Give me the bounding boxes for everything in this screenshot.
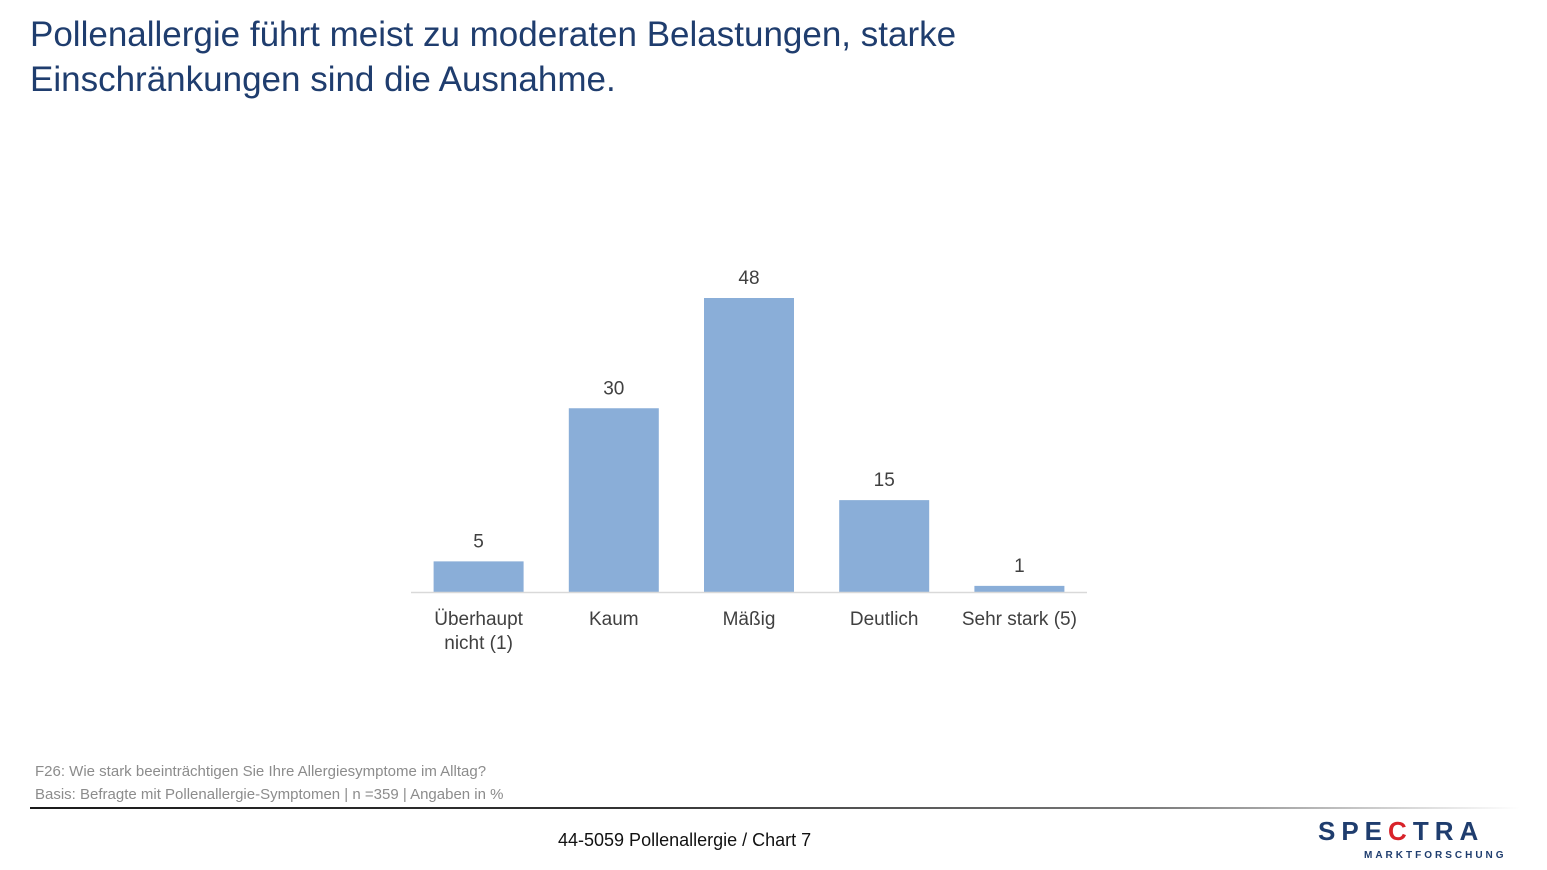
data-label-3: 48 [738, 268, 759, 289]
category-label-2-line-1: Kaum [589, 609, 639, 630]
footer-divider [30, 807, 1520, 809]
page-title: Pollenallergie führt meist zu moderaten … [30, 12, 1130, 102]
bar-5 [974, 585, 1065, 592]
page-label: 44-5059 Pollenallergie / Chart 7 [558, 830, 812, 850]
data-label-4: 15 [874, 470, 895, 491]
logo-part-3: TRA [1412, 816, 1485, 846]
bar-4 [839, 500, 930, 592]
spectra-logo: SPECTRA MARKTFORSCHUNG [1318, 816, 1504, 861]
footnote-basis: Basis: Befragte mit Pollenallergie-Sympt… [35, 786, 504, 803]
logo-wordmark: SPECTRA [1318, 816, 1484, 846]
footnote-question: F26: Wie stark beeinträchtigen Sie Ihre … [35, 763, 487, 780]
category-label-5-line-1: Sehr stark (5) [962, 609, 1077, 630]
data-label-2: 30 [603, 378, 624, 399]
logo-part-1: SPE [1318, 816, 1389, 846]
category-label-3-line-1: Mäßig [723, 609, 776, 630]
category-label-1-line-2: nicht (1) [444, 633, 513, 654]
category-label-4-line-1: Deutlich [850, 609, 919, 630]
category-label-1-line-1: Überhaupt [434, 609, 523, 630]
data-label-1: 5 [473, 531, 484, 552]
logo-subtitle: MARKTFORSCHUNG [1364, 850, 1507, 861]
data-label-5: 1 [1014, 556, 1025, 577]
bar-3 [704, 298, 794, 592]
logo-part-2: C [1388, 816, 1413, 846]
bar-1 [433, 561, 524, 592]
chart-footnote: F26: Wie stark beeinträchtigen Sie Ihre … [35, 760, 503, 806]
bar-2 [568, 408, 659, 592]
title-line-1: Pollenallergie führt meist zu moderaten … [30, 15, 957, 54]
title-line-2: Einschränkungen sind die Ausnahme. [30, 60, 616, 99]
